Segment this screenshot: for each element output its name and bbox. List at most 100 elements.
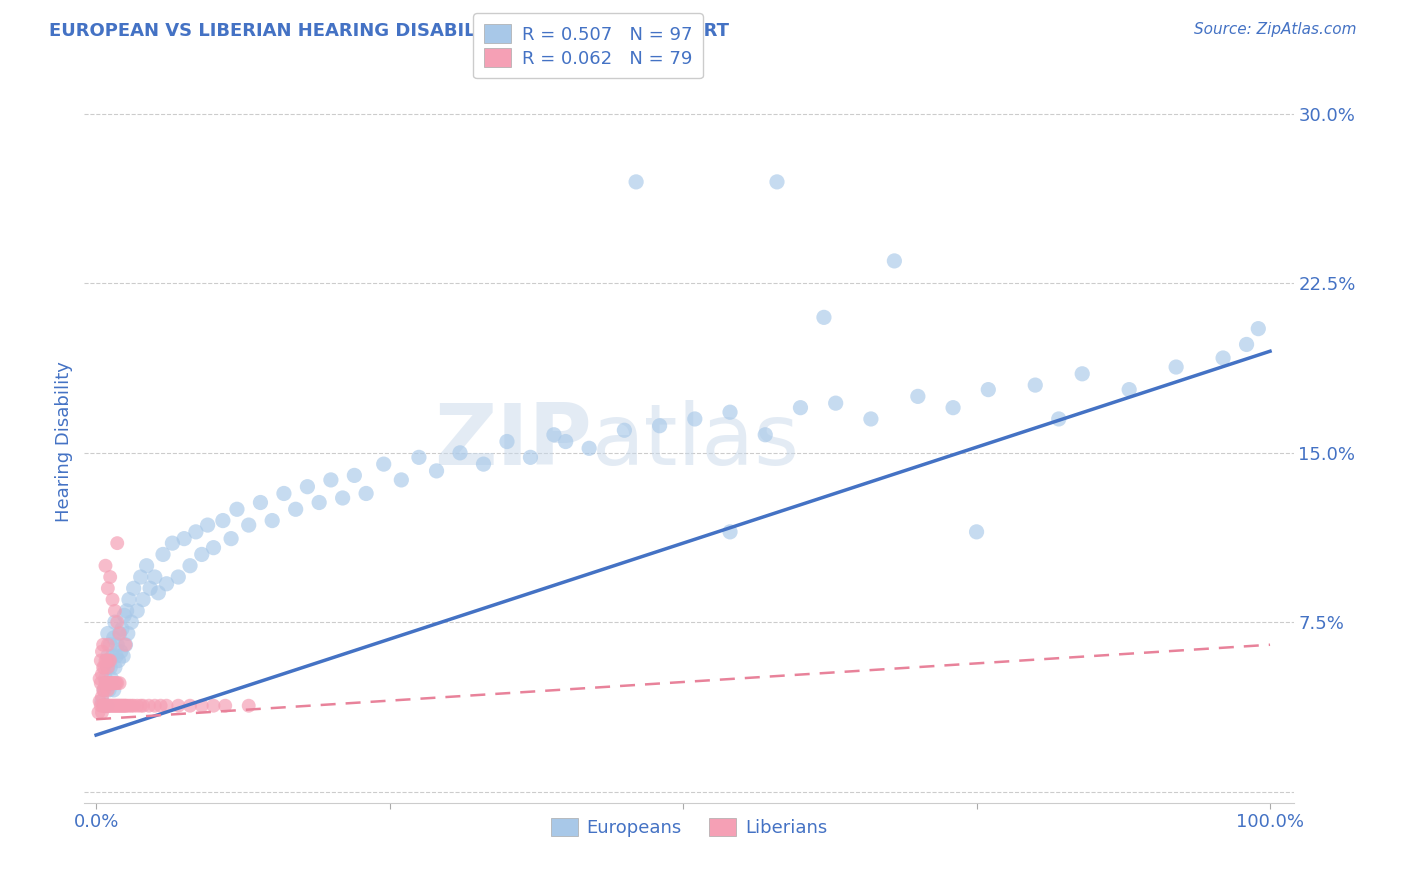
Point xyxy=(91,694,114,708)
Point xyxy=(1166,359,1188,374)
Point xyxy=(129,570,152,584)
Point xyxy=(613,423,636,437)
Point xyxy=(249,495,271,509)
Point xyxy=(100,672,122,686)
Point xyxy=(98,698,121,713)
Legend: Europeans, Liberians: Europeans, Liberians xyxy=(543,811,835,845)
Point xyxy=(179,698,201,713)
Point xyxy=(101,592,124,607)
Point xyxy=(108,626,131,640)
Point xyxy=(105,638,128,652)
Point xyxy=(173,532,195,546)
Point xyxy=(519,450,541,465)
Point xyxy=(91,690,114,704)
Point xyxy=(813,310,835,325)
Point xyxy=(114,698,136,713)
Point xyxy=(132,698,155,713)
Point xyxy=(578,442,600,456)
Point xyxy=(1118,383,1140,397)
Point xyxy=(167,698,190,713)
Point xyxy=(101,698,124,713)
Point xyxy=(120,615,142,630)
Point xyxy=(114,638,136,652)
Point xyxy=(883,253,905,268)
Point xyxy=(90,676,112,690)
Point xyxy=(98,676,121,690)
Point xyxy=(100,698,122,713)
Point xyxy=(179,558,201,573)
Point xyxy=(105,536,128,550)
Point xyxy=(101,648,124,663)
Point xyxy=(408,450,430,465)
Point xyxy=(112,608,135,623)
Point xyxy=(238,518,260,533)
Point xyxy=(108,676,131,690)
Point xyxy=(98,654,121,668)
Point xyxy=(112,648,135,663)
Point xyxy=(115,604,138,618)
Point xyxy=(97,660,120,674)
Point xyxy=(105,698,128,713)
Point xyxy=(389,473,412,487)
Point xyxy=(93,660,115,674)
Point xyxy=(105,648,128,663)
Point xyxy=(718,524,741,539)
Point xyxy=(97,660,120,674)
Point xyxy=(105,615,128,630)
Point xyxy=(98,654,121,668)
Point xyxy=(543,427,565,442)
Point xyxy=(155,698,177,713)
Point xyxy=(219,532,242,546)
Point xyxy=(122,698,145,713)
Point xyxy=(91,682,114,697)
Point xyxy=(112,698,135,713)
Point xyxy=(683,412,706,426)
Point xyxy=(93,682,115,697)
Point xyxy=(94,654,117,668)
Point xyxy=(90,654,112,668)
Text: ZIP: ZIP xyxy=(434,400,592,483)
Point xyxy=(104,676,127,690)
Point xyxy=(942,401,965,415)
Point xyxy=(111,622,134,636)
Point xyxy=(96,654,118,668)
Text: Source: ZipAtlas.com: Source: ZipAtlas.com xyxy=(1194,22,1357,37)
Point xyxy=(284,502,307,516)
Point xyxy=(97,682,120,697)
Point xyxy=(824,396,846,410)
Point xyxy=(87,706,110,720)
Point xyxy=(89,672,111,686)
Point xyxy=(104,660,127,674)
Point xyxy=(105,698,128,713)
Point xyxy=(118,592,141,607)
Point xyxy=(93,682,115,697)
Point xyxy=(97,626,120,640)
Point xyxy=(262,514,284,528)
Point xyxy=(1024,378,1046,392)
Point xyxy=(297,480,319,494)
Point xyxy=(373,457,395,471)
Point xyxy=(96,676,118,690)
Point xyxy=(319,473,342,487)
Point xyxy=(148,586,170,600)
Point xyxy=(152,548,174,562)
Point xyxy=(135,558,157,573)
Point xyxy=(122,582,145,596)
Point xyxy=(96,698,118,713)
Point xyxy=(143,570,166,584)
Point xyxy=(91,706,114,720)
Point xyxy=(308,495,330,509)
Point xyxy=(226,502,249,516)
Point xyxy=(354,486,377,500)
Point xyxy=(162,536,184,550)
Point xyxy=(112,698,135,713)
Point xyxy=(155,576,177,591)
Point xyxy=(94,672,117,686)
Point xyxy=(94,676,117,690)
Point xyxy=(98,698,121,713)
Point xyxy=(100,676,122,690)
Point xyxy=(190,698,212,713)
Point xyxy=(91,667,114,681)
Point xyxy=(496,434,519,449)
Point xyxy=(212,514,235,528)
